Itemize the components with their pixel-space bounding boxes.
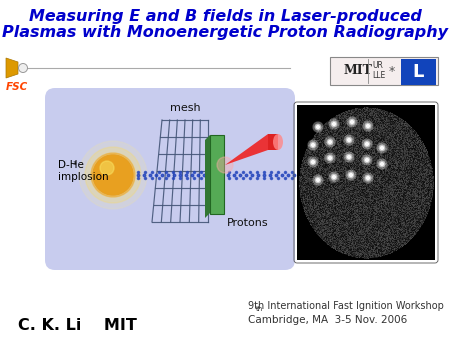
Circle shape xyxy=(331,121,337,127)
Circle shape xyxy=(327,155,333,161)
Text: implosion: implosion xyxy=(58,172,108,182)
Circle shape xyxy=(333,122,336,125)
Circle shape xyxy=(85,147,141,203)
Circle shape xyxy=(79,141,147,209)
Circle shape xyxy=(346,170,356,180)
Circle shape xyxy=(362,155,372,165)
Circle shape xyxy=(349,119,355,125)
Circle shape xyxy=(93,155,133,195)
Text: Measuring E and B fields in Laser-produced: Measuring E and B fields in Laser-produc… xyxy=(28,9,422,24)
Text: 9th International Fast Ignition Workshop: 9th International Fast Ignition Workshop xyxy=(248,301,444,311)
Circle shape xyxy=(333,175,336,178)
Circle shape xyxy=(381,146,383,149)
Circle shape xyxy=(379,161,385,167)
Circle shape xyxy=(379,145,385,151)
Text: mesh: mesh xyxy=(170,103,200,113)
Circle shape xyxy=(366,176,369,179)
Text: MIT: MIT xyxy=(344,65,373,77)
Bar xyxy=(330,57,438,85)
Text: Protons: Protons xyxy=(227,218,269,228)
Circle shape xyxy=(315,124,321,130)
Text: UR: UR xyxy=(372,62,383,71)
Circle shape xyxy=(377,159,387,169)
Circle shape xyxy=(347,155,351,159)
Circle shape xyxy=(308,140,318,150)
Circle shape xyxy=(364,157,370,163)
Circle shape xyxy=(313,175,323,185)
Bar xyxy=(401,59,436,85)
Circle shape xyxy=(377,143,387,153)
Circle shape xyxy=(362,139,372,149)
Circle shape xyxy=(308,157,318,167)
Text: D-He: D-He xyxy=(58,160,84,170)
Circle shape xyxy=(311,144,315,146)
Circle shape xyxy=(348,172,354,178)
Circle shape xyxy=(310,159,316,165)
Circle shape xyxy=(325,153,335,163)
Circle shape xyxy=(364,141,370,147)
Circle shape xyxy=(217,157,233,173)
Circle shape xyxy=(315,177,321,183)
Text: *: * xyxy=(389,65,395,77)
Circle shape xyxy=(313,122,323,132)
Ellipse shape xyxy=(268,134,278,150)
Circle shape xyxy=(331,174,337,180)
Circle shape xyxy=(350,173,352,176)
Circle shape xyxy=(100,161,114,175)
Text: Plasmas with Monoenergetic Proton Radiography: Plasmas with Monoenergetic Proton Radiog… xyxy=(2,25,448,41)
Text: th: th xyxy=(256,306,263,312)
Circle shape xyxy=(365,143,369,145)
Circle shape xyxy=(344,135,354,145)
FancyBboxPatch shape xyxy=(210,135,224,214)
Circle shape xyxy=(346,154,352,160)
Circle shape xyxy=(329,172,339,182)
Circle shape xyxy=(329,119,339,129)
Polygon shape xyxy=(6,58,18,78)
Circle shape xyxy=(365,175,371,181)
Circle shape xyxy=(18,64,27,72)
Circle shape xyxy=(325,137,335,147)
Circle shape xyxy=(347,117,357,127)
Circle shape xyxy=(365,123,371,129)
Circle shape xyxy=(381,163,383,166)
Polygon shape xyxy=(225,134,268,165)
Circle shape xyxy=(347,139,351,142)
Text: L: L xyxy=(412,63,424,81)
Circle shape xyxy=(346,137,352,143)
Circle shape xyxy=(351,121,354,123)
Circle shape xyxy=(311,161,315,164)
Ellipse shape xyxy=(273,134,283,150)
Circle shape xyxy=(363,173,373,183)
Text: FSC: FSC xyxy=(6,82,28,92)
Circle shape xyxy=(344,152,354,162)
Circle shape xyxy=(316,178,319,182)
Text: LLE: LLE xyxy=(372,72,385,80)
Circle shape xyxy=(91,153,135,197)
Circle shape xyxy=(363,121,373,131)
Circle shape xyxy=(366,124,369,127)
Text: C. K. Li    MIT: C. K. Li MIT xyxy=(18,317,137,333)
Circle shape xyxy=(328,141,332,144)
Circle shape xyxy=(316,125,319,128)
Circle shape xyxy=(327,139,333,145)
Circle shape xyxy=(365,159,369,162)
Bar xyxy=(268,134,278,150)
Text: $^3$: $^3$ xyxy=(72,161,77,169)
Circle shape xyxy=(328,156,332,160)
Circle shape xyxy=(310,142,316,148)
Polygon shape xyxy=(205,135,210,218)
FancyBboxPatch shape xyxy=(45,88,295,270)
Text: Cambridge, MA  3-5 Nov. 2006: Cambridge, MA 3-5 Nov. 2006 xyxy=(248,315,407,325)
